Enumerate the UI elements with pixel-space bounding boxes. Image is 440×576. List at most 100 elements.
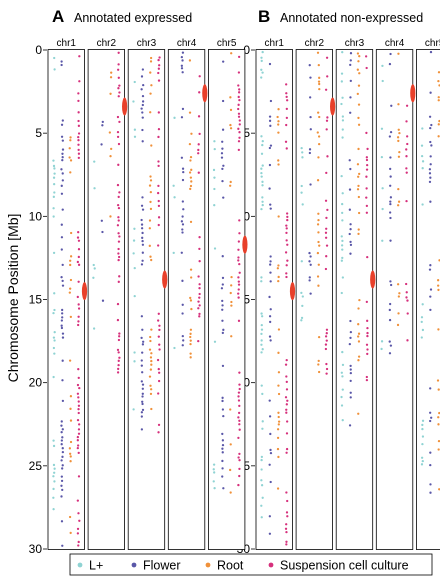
- data-point-flower: [349, 243, 353, 247]
- data-point-flower: [61, 308, 64, 312]
- data-point-flower: [221, 147, 224, 150]
- data-point-flower: [141, 140, 144, 143]
- chromosome-box-chr5: [415, 49, 440, 550]
- data-point-suspension-cell-culture: [198, 236, 201, 239]
- data-point-flower: [269, 339, 272, 342]
- data-point-flower: [181, 231, 184, 234]
- data-point-suspension-cell-culture: [285, 411, 288, 414]
- data-point-flower: [309, 263, 312, 266]
- data-point-suspension-cell-culture: [77, 255, 80, 259]
- data-point-flower: [429, 176, 432, 179]
- data-point-l-: [260, 167, 263, 170]
- data-point-flower: [389, 302, 392, 306]
- data-point-root: [317, 156, 320, 159]
- data-point-root: [317, 63, 320, 67]
- data-point-suspension-cell-culture: [325, 332, 328, 335]
- data-point-flower: [221, 299, 224, 303]
- data-point-suspension-cell-culture: [157, 392, 160, 395]
- data-point-suspension-cell-culture: [238, 428, 241, 431]
- data-point-l-: [133, 227, 136, 230]
- data-point-flower: [60, 236, 64, 239]
- data-point-flower: [61, 428, 64, 431]
- data-point-suspension-cell-culture: [325, 255, 328, 258]
- data-point-suspension-cell-culture: [237, 416, 240, 419]
- data-point-suspension-cell-culture: [77, 404, 81, 407]
- data-point-root: [149, 56, 153, 60]
- data-point-l-: [420, 155, 424, 158]
- data-point-suspension-cell-culture: [284, 251, 288, 254]
- data-point-flower: [349, 59, 352, 62]
- data-point-flower: [348, 232, 351, 236]
- data-point-suspension-cell-culture: [365, 175, 368, 178]
- data-point-suspension-cell-culture: [157, 111, 160, 114]
- data-point-root: [190, 168, 193, 171]
- data-point-flower: [389, 280, 392, 283]
- data-point-suspension-cell-culture: [325, 56, 329, 59]
- data-point-flower: [309, 96, 312, 99]
- data-point-suspension-cell-culture: [325, 367, 329, 371]
- data-point-suspension-cell-culture: [198, 132, 201, 136]
- data-point-l-: [260, 276, 263, 279]
- data-point-root: [150, 359, 153, 363]
- data-point-flower: [349, 330, 353, 334]
- data-point-suspension-cell-culture: [77, 248, 81, 251]
- data-point-suspension-cell-culture: [285, 123, 288, 127]
- data-point-l-: [341, 256, 344, 259]
- data-point-root: [277, 415, 280, 419]
- data-point-suspension-cell-culture: [326, 116, 329, 119]
- data-point-suspension-cell-culture: [237, 283, 241, 286]
- data-point-l-: [341, 128, 344, 131]
- data-point-root: [277, 351, 280, 354]
- data-point-flower: [141, 68, 145, 71]
- data-point-root: [229, 408, 232, 411]
- data-point-l-: [260, 135, 263, 138]
- data-point-suspension-cell-culture: [285, 540, 288, 543]
- data-point-flower: [141, 208, 145, 211]
- data-point-l-: [261, 496, 264, 499]
- data-point-root: [69, 139, 72, 142]
- data-point-flower: [388, 318, 392, 322]
- data-point-l-: [420, 456, 424, 459]
- data-point-suspension-cell-culture: [365, 378, 369, 382]
- data-point-l-: [260, 458, 263, 462]
- data-point-flower: [141, 231, 144, 235]
- data-point-flower: [181, 312, 184, 315]
- data-point-root: [357, 232, 360, 236]
- data-point-l-: [300, 291, 303, 295]
- data-point-root: [436, 279, 440, 282]
- data-point-suspension-cell-culture: [76, 392, 80, 395]
- data-point-root: [356, 52, 360, 55]
- data-point-root: [277, 120, 280, 123]
- data-point-l-: [341, 419, 344, 422]
- data-point-flower: [389, 200, 392, 203]
- data-point-l-: [261, 203, 264, 207]
- data-point-suspension-cell-culture: [157, 223, 160, 227]
- data-point-root: [149, 207, 153, 211]
- data-point-flower: [429, 483, 432, 486]
- data-point-flower: [141, 351, 144, 354]
- data-point-suspension-cell-culture: [238, 474, 241, 478]
- data-point-flower: [181, 51, 185, 54]
- data-point-l-: [93, 187, 96, 190]
- data-point-flower: [60, 326, 64, 330]
- data-point-root: [357, 412, 360, 415]
- data-point-flower: [181, 344, 184, 347]
- data-point-l-: [421, 419, 425, 422]
- chromosome-label-chr4: chr4: [177, 38, 197, 49]
- data-point-suspension-cell-culture: [406, 312, 409, 315]
- data-point-flower: [429, 155, 432, 158]
- data-point-l-: [260, 504, 263, 507]
- data-point-suspension-cell-culture: [116, 130, 120, 134]
- data-point-suspension-cell-culture: [117, 252, 120, 255]
- data-point-root: [277, 371, 281, 374]
- data-point-suspension-cell-culture: [77, 315, 80, 318]
- data-point-root: [357, 123, 361, 126]
- data-point-flower: [268, 62, 272, 66]
- data-point-suspension-cell-culture: [238, 467, 241, 471]
- data-point-flower: [388, 135, 392, 138]
- data-point-suspension-cell-culture: [285, 523, 288, 526]
- data-point-suspension-cell-culture: [237, 140, 241, 143]
- data-point-suspension-cell-culture: [198, 292, 201, 296]
- data-point-flower: [309, 128, 312, 131]
- data-point-flower: [181, 59, 184, 62]
